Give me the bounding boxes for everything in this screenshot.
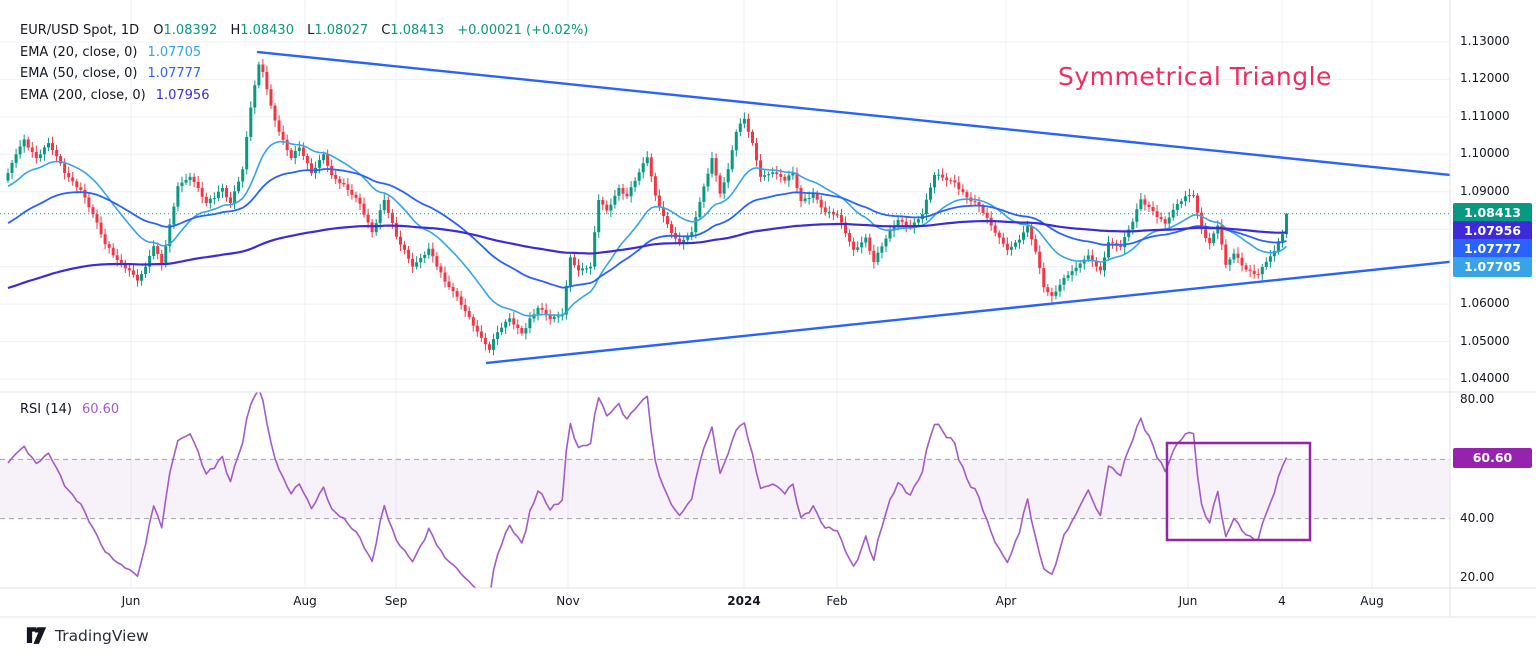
tradingview-logo-icon[interactable] xyxy=(26,626,47,645)
time-axis-label: Nov xyxy=(556,594,580,608)
ema200-row: EMA (200, close, 0) 1.07956 xyxy=(20,85,588,107)
rsi-axis-label: 20.00 xyxy=(1460,570,1495,584)
time-axis-label: Aug xyxy=(293,594,317,608)
price-axis-label: 1.13000 xyxy=(1460,34,1510,48)
ema50-label[interactable]: EMA (50, close, 0) xyxy=(20,66,138,81)
pane-borders xyxy=(0,0,1536,618)
time-axis-label: Aug xyxy=(1360,594,1384,608)
low-value: L1.08027 xyxy=(307,23,369,38)
time-axis-label: 4 xyxy=(1278,594,1286,608)
triangle-upper-trendline[interactable] xyxy=(256,50,1450,177)
time-axis-label: 2024 xyxy=(727,594,761,608)
rsi-badge: 60.60 xyxy=(1453,448,1532,468)
gridlines xyxy=(0,0,1450,588)
rsi-label[interactable]: RSI (14) xyxy=(20,402,72,417)
ema-lines xyxy=(7,140,1288,317)
symbol-row: EUR/USD Spot, 1D O1.08392 H1.08430 L1.08… xyxy=(20,20,588,42)
ema50-line[interactable] xyxy=(7,168,1287,289)
change-value: +0.00021 (+0.02%) xyxy=(457,23,589,38)
tradingview-logo-text[interactable]: TradingView xyxy=(55,626,149,645)
price-axis-label: 1.11000 xyxy=(1460,109,1510,123)
rsi-axis-label: 40.00 xyxy=(1460,511,1495,525)
ema200-value: 1.07956 xyxy=(155,87,210,103)
price-badge: 1.07777 xyxy=(1453,239,1532,259)
ema200-label[interactable]: EMA (200, close, 0) xyxy=(20,87,146,103)
rsi-value: 60.60 xyxy=(81,402,120,417)
triangle-lower-trendline[interactable] xyxy=(485,260,1450,365)
rsi-line[interactable] xyxy=(7,389,1288,597)
trendlines xyxy=(256,50,1450,365)
legend-panel: EUR/USD Spot, 1D O1.08392 H1.08430 L1.08… xyxy=(20,20,588,106)
price-badge: 1.07956 xyxy=(1453,221,1532,241)
high-value: H1.08430 xyxy=(230,23,294,38)
price-axis-label: 1.12000 xyxy=(1460,71,1510,85)
rsi-band xyxy=(0,458,1450,520)
rsi-highlight-box[interactable] xyxy=(1165,441,1312,542)
open-value: O1.08392 xyxy=(153,23,218,38)
close-value: C1.08413 xyxy=(381,23,445,38)
ema20-row: EMA (20, close, 0) 1.07705 xyxy=(20,42,588,64)
price-badge: 1.08413 xyxy=(1453,203,1532,223)
ema50-value: 1.07777 xyxy=(147,66,202,81)
rsi-legend: RSI (14) 60.60 xyxy=(20,402,119,417)
footer: TradingView xyxy=(26,626,149,645)
rsi-axis-label: 80.00 xyxy=(1460,392,1495,406)
ema50-row: EMA (50, close, 0) 1.07777 xyxy=(20,63,588,85)
price-axis-label: 1.06000 xyxy=(1460,296,1510,310)
price-badge: 1.07705 xyxy=(1453,257,1532,277)
symbol-title[interactable]: EUR/USD Spot, 1D xyxy=(20,23,140,38)
ema20-label[interactable]: EMA (20, close, 0) xyxy=(20,44,138,60)
ema20-value: 1.07705 xyxy=(147,44,202,60)
price-axis-label: 1.09000 xyxy=(1460,184,1510,198)
ema200-line[interactable] xyxy=(7,219,1287,290)
price-axis-label: 1.05000 xyxy=(1460,334,1510,348)
ema20-line[interactable] xyxy=(7,140,1288,317)
candles xyxy=(6,59,1288,356)
time-axis-label: Sep xyxy=(384,594,408,608)
annotation-symmetrical-triangle[interactable]: Symmetrical Triangle xyxy=(1058,62,1332,91)
time-axis-label: Jun xyxy=(121,594,141,608)
time-axis-label: Feb xyxy=(826,594,848,608)
price-axis-label: 1.10000 xyxy=(1460,146,1510,160)
time-axis-label: Apr xyxy=(995,594,1017,608)
time-axis-label: Jun xyxy=(1178,594,1198,608)
price-axis-label: 1.04000 xyxy=(1460,371,1510,385)
